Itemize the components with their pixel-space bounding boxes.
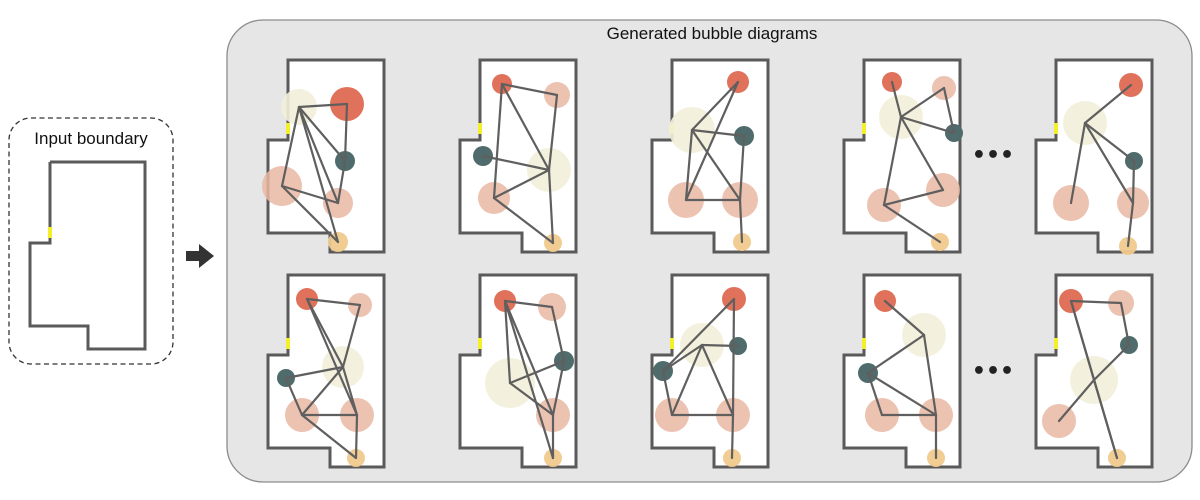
bubble-diagram bbox=[842, 273, 962, 469]
adjacency-edge bbox=[297, 105, 347, 163]
adjacency-edge bbox=[866, 333, 926, 375]
adjacency-edge bbox=[503, 299, 555, 417]
adjacency-edge bbox=[300, 413, 358, 460]
adjacency-edge bbox=[1083, 121, 1135, 205]
adjacency-edge bbox=[890, 80, 903, 119]
bubble-diagram bbox=[458, 58, 578, 254]
adjacency-edge bbox=[297, 105, 340, 205]
adjacency-edge bbox=[336, 159, 347, 205]
adjacency-edge bbox=[280, 105, 301, 188]
adjacency-edge bbox=[731, 297, 736, 417]
output-panel-title: Generated bubble diagrams bbox=[607, 24, 818, 43]
adjacency-edge bbox=[280, 184, 340, 244]
ellipsis-row-2: ••• bbox=[972, 359, 1014, 384]
bubble-diagram bbox=[842, 58, 963, 254]
adjacency-edge bbox=[738, 198, 744, 244]
adjacency-edge bbox=[684, 128, 694, 202]
bubble-diagram bbox=[650, 58, 770, 254]
adjacency-edge bbox=[341, 365, 359, 417]
bubble-diagram bbox=[650, 273, 770, 469]
adjacency-edge bbox=[899, 115, 945, 192]
adjacency-edge bbox=[690, 128, 746, 138]
adjacency-edge bbox=[700, 343, 735, 417]
adjacency-edge bbox=[661, 297, 736, 373]
bubble-diagram bbox=[1034, 273, 1154, 469]
adjacency-edge bbox=[305, 297, 362, 307]
adjacency-edge bbox=[882, 203, 942, 244]
adjacency-edge bbox=[297, 102, 349, 109]
adjacency-edge bbox=[1131, 159, 1136, 205]
adjacency-edge bbox=[343, 102, 349, 163]
adjacency-edge bbox=[866, 371, 938, 417]
adjacency-edge bbox=[1083, 83, 1133, 125]
adjacency-edge bbox=[1092, 343, 1131, 382]
adjacency-edge bbox=[661, 343, 704, 373]
adjacency-edge bbox=[280, 184, 340, 205]
adjacency-edge bbox=[899, 115, 956, 135]
adjacency-edge bbox=[503, 299, 554, 309]
adjacency-edge bbox=[670, 343, 704, 417]
adjacency-edge bbox=[341, 303, 362, 369]
adjacency-edge bbox=[508, 359, 566, 385]
adjacency-edge bbox=[481, 154, 551, 172]
adjacency-edge bbox=[1083, 121, 1136, 163]
adjacency-edge bbox=[284, 365, 345, 380]
bubble-diagram bbox=[266, 273, 386, 469]
adjacency-edge bbox=[1119, 301, 1131, 347]
bubble-diagram bbox=[262, 58, 386, 254]
adjacency-edge bbox=[1069, 121, 1087, 205]
adjacency-edge bbox=[684, 80, 740, 202]
adjacency-edge bbox=[503, 299, 555, 460]
adjacency-edge bbox=[551, 359, 566, 417]
adjacency-edge bbox=[550, 305, 566, 363]
adjacency-edge bbox=[730, 413, 735, 460]
adjacency-edge bbox=[661, 369, 674, 417]
adjacency-edge bbox=[300, 365, 345, 417]
adjacency-edge bbox=[547, 93, 559, 172]
adjacency-edge bbox=[883, 299, 926, 337]
adjacency-edge bbox=[1057, 378, 1096, 423]
adjacency-edge bbox=[500, 82, 559, 97]
bubble-diagram bbox=[1034, 58, 1154, 255]
ellipsis-row-1: ••• bbox=[972, 143, 1014, 168]
adjacency-edge bbox=[700, 343, 740, 348]
adjacency-edge bbox=[305, 297, 359, 417]
adjacency-edge bbox=[284, 376, 304, 417]
bubble-diagram bbox=[458, 273, 578, 469]
generated-diagrams bbox=[262, 58, 1154, 469]
adjacency-edge bbox=[492, 196, 555, 245]
adjacency-edge bbox=[547, 168, 555, 245]
adjacency-edge bbox=[690, 80, 740, 132]
adjacency-edge bbox=[354, 413, 359, 460]
adjacency-edge bbox=[492, 82, 504, 200]
input-boundary-outline bbox=[28, 160, 147, 351]
adjacency-edge bbox=[1126, 201, 1135, 248]
adjacency-edge bbox=[899, 86, 946, 119]
adjacency-edge bbox=[500, 82, 551, 172]
arrow-icon bbox=[186, 244, 214, 268]
adjacency-edge bbox=[508, 381, 555, 417]
adjacency-edge bbox=[942, 86, 956, 135]
adjacency-edge bbox=[492, 168, 551, 200]
adjacency-edge bbox=[882, 115, 903, 207]
adjacency-edge bbox=[882, 188, 945, 207]
adjacency-edge bbox=[1069, 299, 1123, 305]
adjacency-edge bbox=[866, 371, 884, 417]
adjacency-edge bbox=[922, 333, 938, 417]
adjacency-edge bbox=[690, 128, 742, 202]
adjacency-edge bbox=[738, 134, 746, 202]
adjacency-edge bbox=[297, 105, 340, 244]
adjacency-edge bbox=[503, 299, 512, 385]
adjacency-edge bbox=[1069, 299, 1119, 460]
input-panel: Input boundary bbox=[8, 117, 174, 365]
input-panel-title: Input boundary bbox=[34, 129, 148, 148]
